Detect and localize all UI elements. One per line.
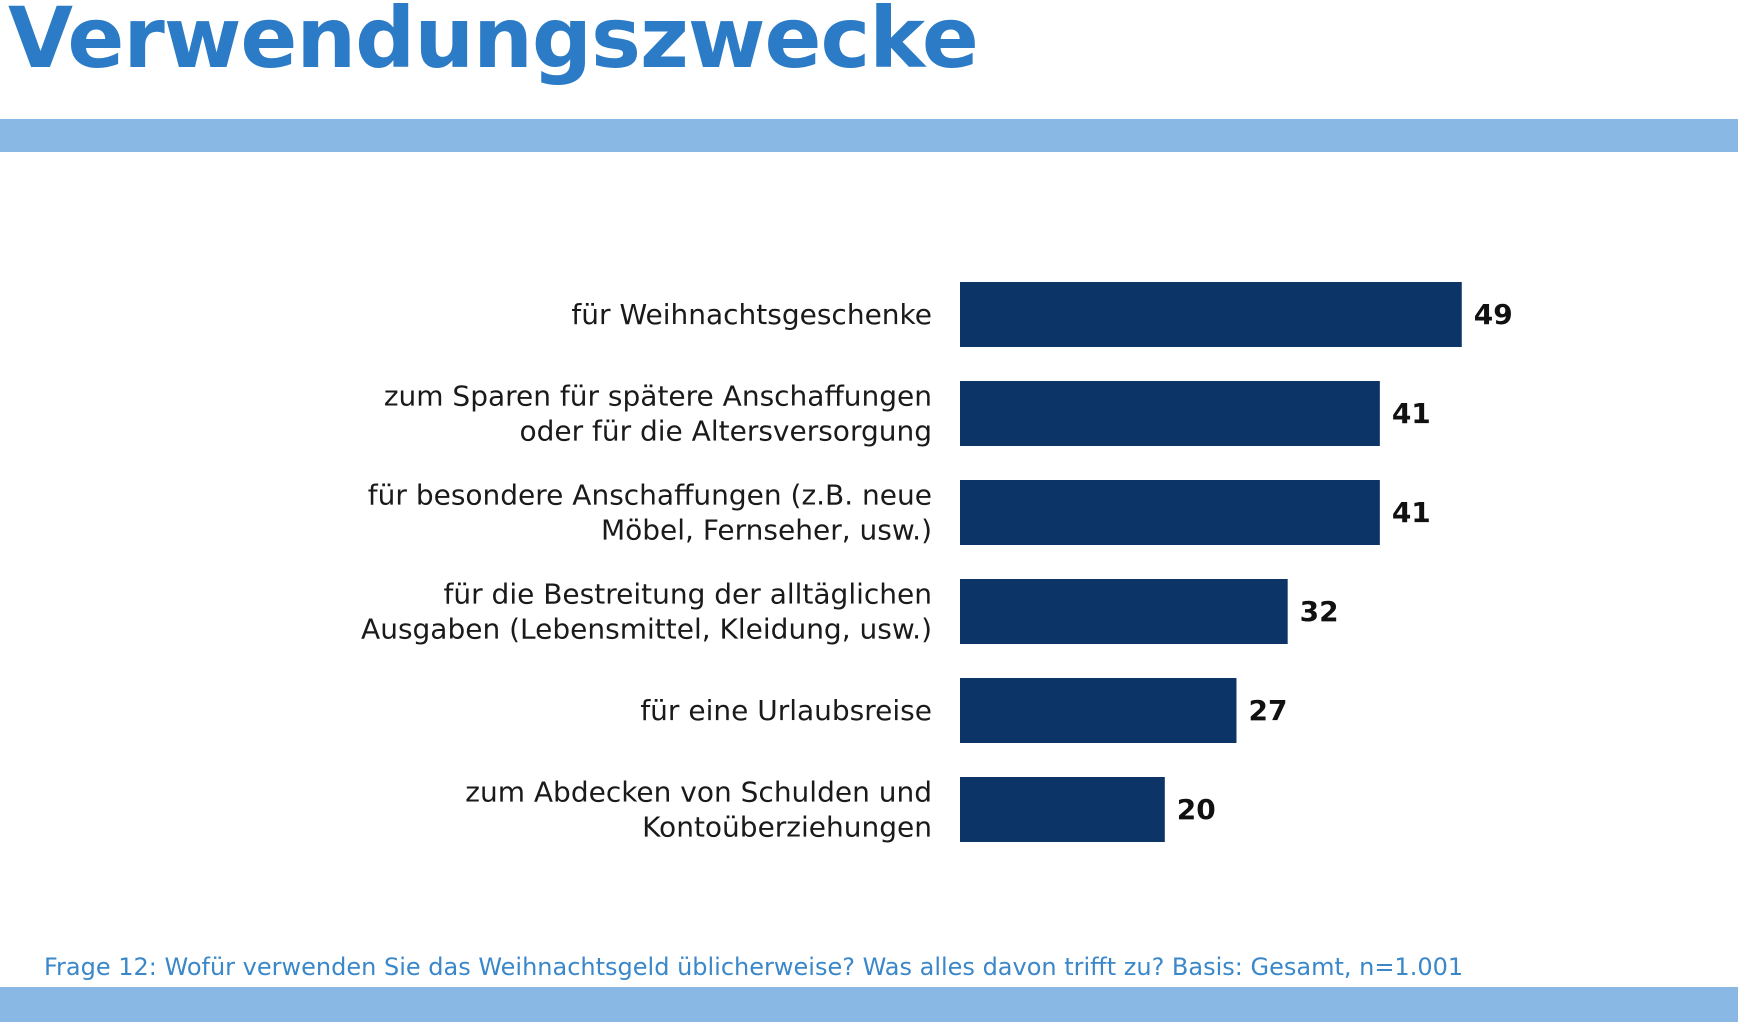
bar xyxy=(960,480,1380,545)
category-label: für Weihnachtsgeschenke xyxy=(571,298,932,331)
footnote: Frage 12: Wofür verwenden Sie das Weihna… xyxy=(44,953,1464,981)
header-band xyxy=(0,119,1738,152)
category-label: zum Sparen für spätere Anschaffungen xyxy=(384,380,932,413)
page-title: Verwendungszwecke xyxy=(8,0,979,87)
category-label: Ausgaben (Lebensmittel, Kleidung, usw.) xyxy=(361,613,932,646)
data-label: 32 xyxy=(1300,595,1339,628)
data-label: 49 xyxy=(1474,298,1513,331)
category-label: für eine Urlaubsreise xyxy=(640,694,932,727)
footer-band xyxy=(0,987,1738,1022)
bar xyxy=(960,282,1462,347)
bar xyxy=(960,579,1288,644)
data-label: 41 xyxy=(1392,496,1431,529)
data-label: 41 xyxy=(1392,397,1431,430)
bar xyxy=(960,777,1165,842)
data-label: 27 xyxy=(1248,694,1287,727)
bar xyxy=(960,678,1237,743)
category-label: für die Bestreitung der alltäglichen xyxy=(444,578,932,611)
category-label: Kontoüberziehungen xyxy=(642,811,932,844)
category-label: oder für die Altersversorgung xyxy=(519,415,932,448)
category-label: zum Abdecken von Schulden und xyxy=(465,776,932,809)
data-label: 20 xyxy=(1177,793,1216,826)
category-label: für besondere Anschaffungen (z.B. neue xyxy=(368,479,932,512)
bar xyxy=(960,381,1380,446)
category-label: Möbel, Fernseher, usw.) xyxy=(601,514,932,547)
